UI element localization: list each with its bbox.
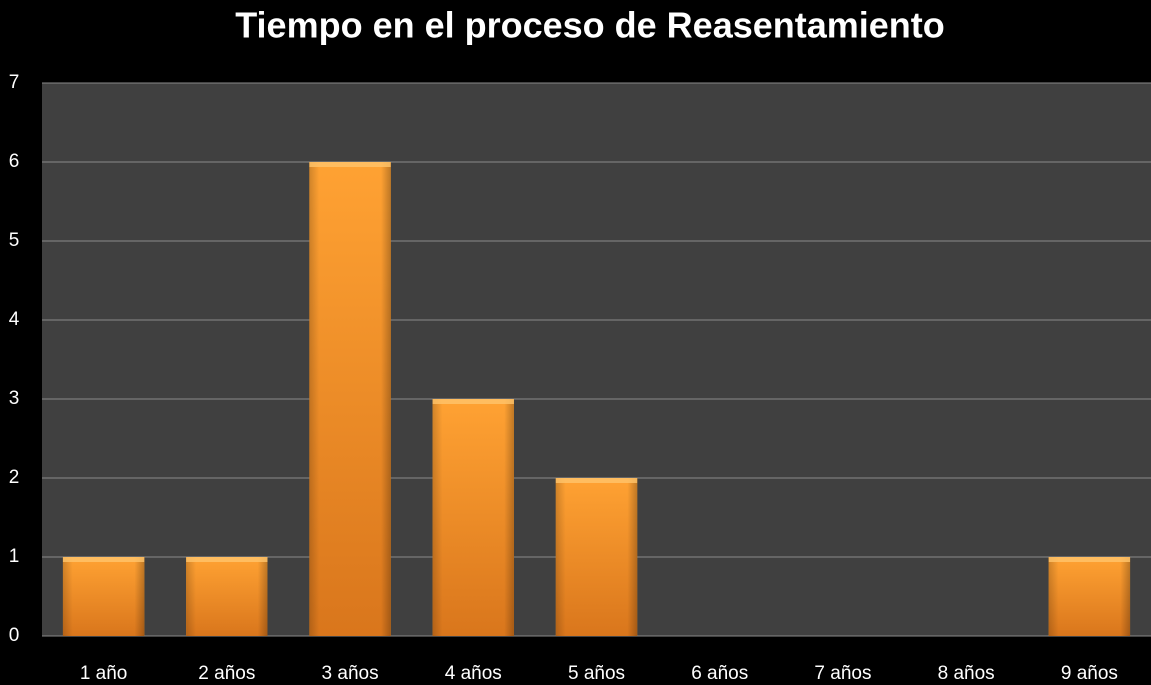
y-tick-label: 3 [9, 388, 20, 409]
y-tick-label: 5 [9, 230, 20, 251]
y-tick-label: 0 [9, 625, 20, 646]
bar [186, 557, 268, 636]
chart-title: Tiempo en el proceso de Reasentamiento [235, 5, 945, 46]
y-tick-label: 7 [9, 72, 20, 93]
x-tick-label: 9 años [1061, 663, 1118, 684]
bar [1048, 557, 1131, 636]
bar [432, 399, 514, 636]
x-tick-label: 7 años [814, 663, 871, 684]
y-tick-label: 6 [9, 151, 20, 172]
y-tick-label: 1 [9, 546, 20, 567]
x-tick-label: 3 años [322, 663, 379, 684]
y-tick-label: 2 [9, 467, 20, 488]
y-tick-label: 4 [9, 309, 20, 330]
bar [555, 478, 638, 636]
x-tick-label: 1 año [80, 663, 128, 684]
x-tick-label: 8 años [938, 663, 995, 684]
bar [62, 557, 145, 636]
x-tick-label: 6 años [691, 663, 748, 684]
x-tick-label: 2 años [198, 663, 255, 684]
x-tick-label: 4 años [445, 663, 502, 684]
x-tick-label: 5 años [568, 663, 625, 684]
bar [309, 162, 391, 636]
